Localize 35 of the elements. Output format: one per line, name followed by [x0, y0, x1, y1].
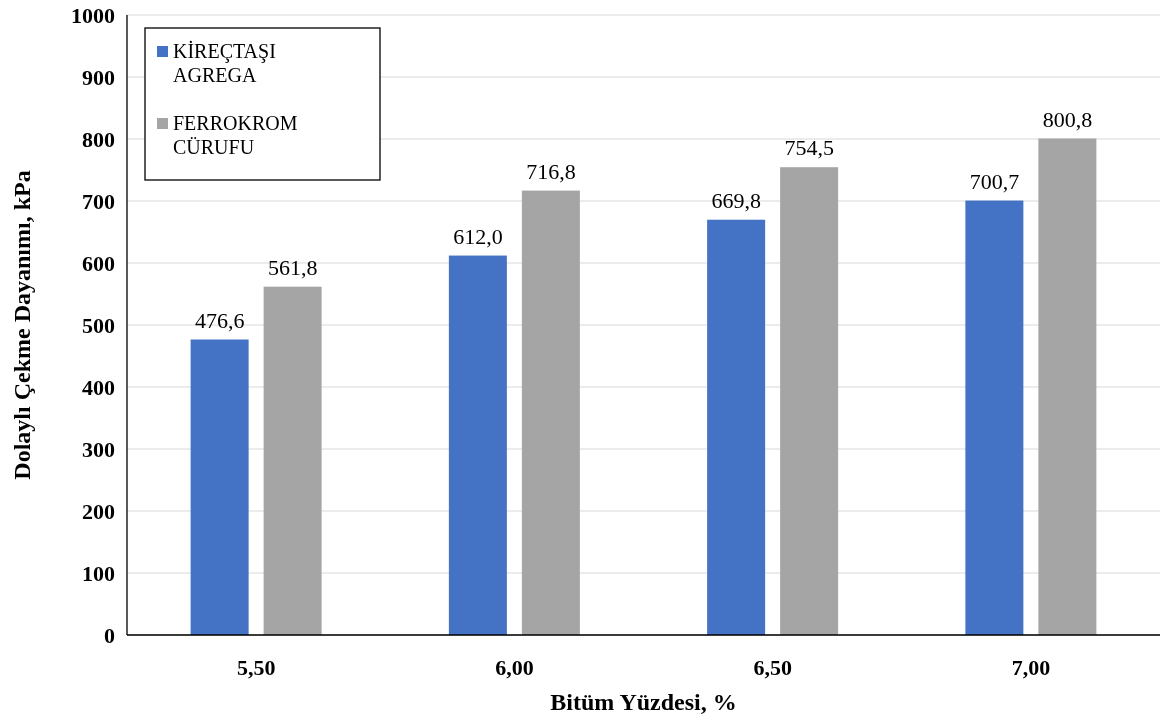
data-label: 754,5 [784, 135, 834, 161]
y-tick-label: 500 [82, 312, 115, 338]
bar [448, 255, 507, 635]
y-tick-label: 200 [82, 498, 115, 524]
x-tick-label: 6,00 [495, 655, 534, 680]
bar [965, 200, 1024, 635]
data-label: 716,8 [526, 158, 576, 184]
legend-label: KİREÇTAŞI AGREGA [173, 40, 276, 86]
y-tick-label: 300 [82, 436, 115, 462]
y-tick-label: 1000 [71, 2, 115, 28]
data-label: 476,6 [194, 307, 245, 333]
bar [263, 286, 322, 635]
bar [190, 339, 249, 635]
y-tick-label: 700 [82, 188, 115, 214]
x-tick-label: 6,50 [753, 655, 792, 680]
data-label: 612,0 [453, 223, 503, 249]
y-tick-label: 900 [82, 64, 115, 90]
x-tick-label: 7,00 [1011, 655, 1051, 680]
bar [780, 167, 839, 635]
y-tick-label: 100 [82, 560, 115, 586]
data-label: 669,8 [711, 187, 761, 213]
bar [1038, 138, 1097, 635]
x-axis-title: Bitüm Yüzdesi, % [550, 689, 737, 715]
y-tick-label: 0 [104, 622, 115, 648]
data-label: 561,8 [267, 254, 318, 280]
legend-label: FERROKROM CÜRUFU [173, 112, 298, 158]
y-tick-label: 800 [82, 126, 115, 152]
bar [707, 219, 766, 635]
y-tick-label: 600 [82, 250, 115, 276]
x-tick-label: 5,50 [236, 655, 276, 680]
data-label: 700,7 [969, 168, 1020, 194]
data-label: 800,8 [1042, 106, 1093, 132]
y-axis-title: Dolaylı Çekme Dayanımı, kPa [9, 170, 35, 480]
y-tick-label: 400 [82, 374, 115, 400]
bar [521, 190, 580, 635]
